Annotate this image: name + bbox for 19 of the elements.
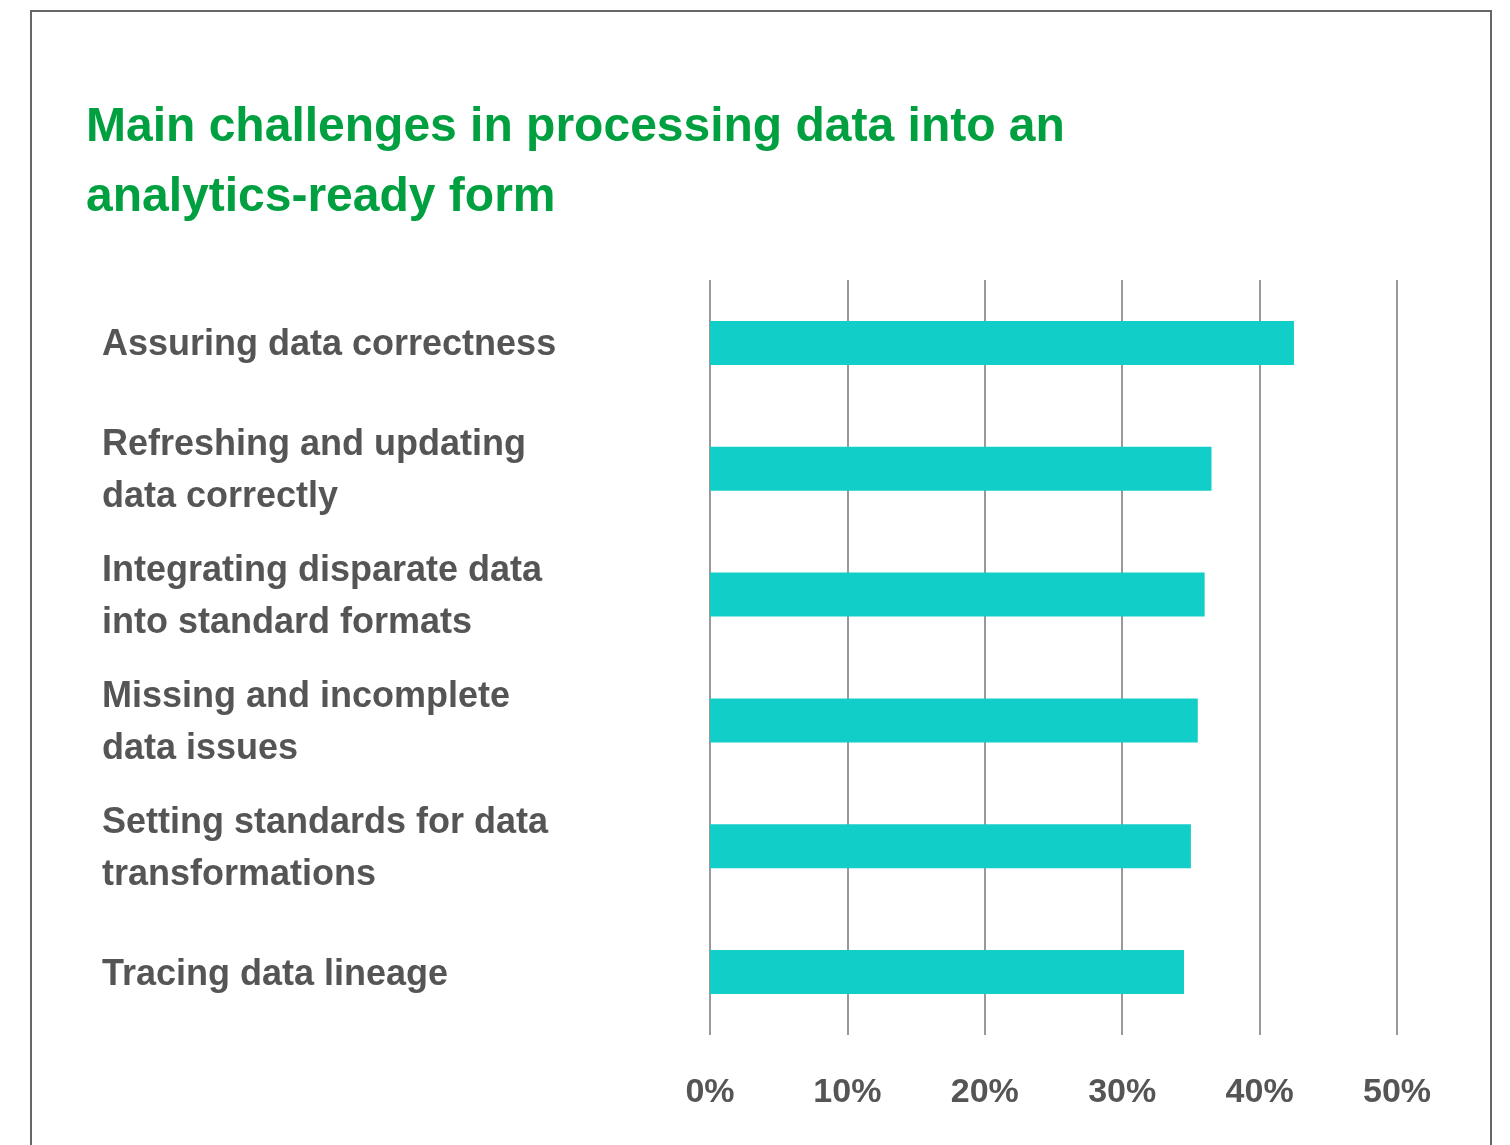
x-tick-label: 40% [1225,1071,1294,1109]
y-tick-label: Assuring data correctness [102,322,557,364]
y-tick-label: Tracing data lineage [102,951,449,993]
x-tick-label: 10% [813,1071,882,1109]
y-tick-label: Refreshing and updating data correctly [102,422,537,516]
chart-title: Main challenges in processing data into an analytics-ready form [86,97,1066,223]
x-tick-label: 30% [1088,1071,1157,1109]
x-tick-label: 50% [1362,1071,1432,1109]
bar [710,950,1185,995]
y-tick-label: Setting standards for data transformations [102,799,559,893]
bar [710,320,1294,365]
y-tick-label: Integrating disparate data into standard formats [102,548,553,642]
x-tick-label: 0% [685,1071,735,1109]
bar [710,572,1205,617]
bar [710,824,1191,869]
y-tick-label: Missing and incomplete data issues [102,673,521,767]
bar [710,446,1212,491]
bar [710,698,1198,743]
x-tick-label: 20% [950,1071,1019,1109]
